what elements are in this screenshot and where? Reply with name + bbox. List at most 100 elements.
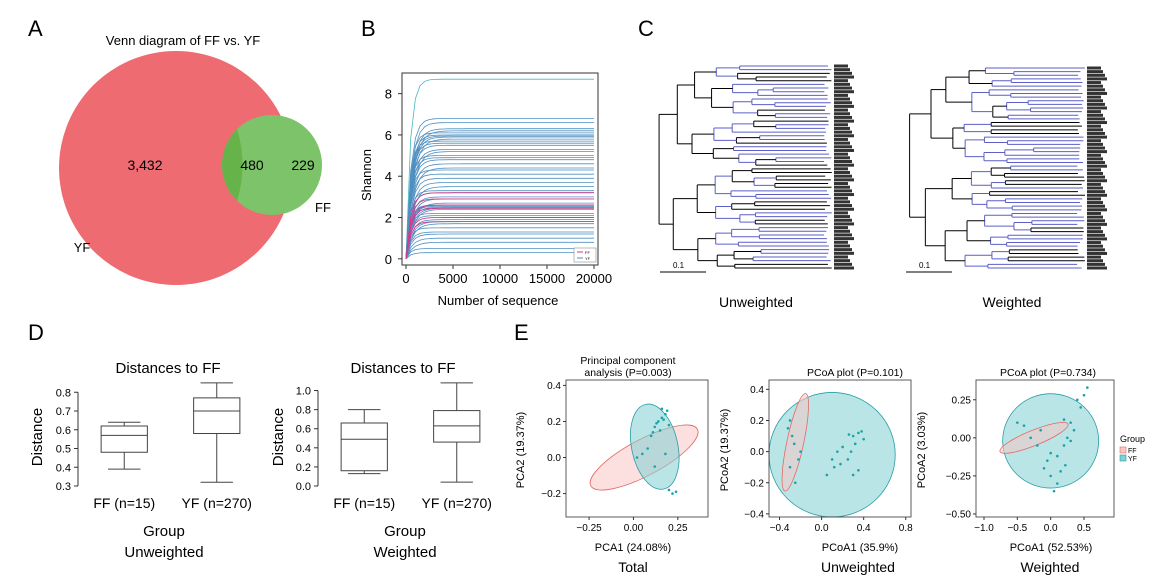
box2-title: Distances to FF: [350, 360, 455, 377]
box-iqr: [100, 425, 148, 453]
y-tick-label: 0.3: [56, 481, 71, 493]
rarefaction-curve: [405, 241, 594, 259]
pcoa1-title: PCoA plot (P=0.101): [807, 367, 903, 379]
y-tick-label: 0.8: [56, 387, 71, 399]
tree-leaf-label: [1087, 99, 1103, 103]
sample-point: [653, 465, 657, 468]
pcoa2-xlabel: PCoA1 (52.53%): [1010, 542, 1093, 554]
venn-intersection-count: 480: [240, 157, 264, 173]
tree-leaf-label: [834, 104, 854, 108]
rarefaction-curve-ff: [405, 198, 594, 259]
tree-leaf-label: [834, 101, 852, 105]
sample-point: [665, 409, 669, 412]
y-tick-label: 0.7: [56, 406, 71, 418]
tree-leaf-label: [1087, 88, 1105, 92]
sample-point: [1056, 482, 1059, 485]
x-tick-label: 0.8: [899, 523, 913, 534]
tree-leaf-label: [1087, 201, 1103, 205]
ellipse-ff: [781, 393, 809, 492]
y-tick-label: 0.25: [952, 395, 972, 406]
tree-leaf-label: [1087, 161, 1105, 165]
sample-point: [851, 473, 855, 477]
tree-leaf-label: [1087, 251, 1107, 255]
x-tick-label: 0: [402, 271, 409, 286]
rarefaction-curve: [405, 252, 594, 260]
y-tick-label: −0.4: [744, 509, 764, 520]
sample-point: [832, 465, 836, 469]
y-tick-label: 0.6: [56, 425, 71, 437]
y-tick-label: 0.8: [296, 405, 311, 417]
sample-point: [1036, 444, 1039, 447]
tree-leaf-label: [834, 189, 852, 193]
rarefaction-curve-ff: [405, 221, 594, 259]
sample-point: [674, 490, 678, 494]
tree-leaf-label: [834, 215, 850, 219]
rarefaction-curve: [405, 233, 594, 259]
y-tick-label: 8: [385, 87, 392, 102]
tree-leaf-label: [1087, 128, 1103, 132]
sample-point: [649, 434, 653, 438]
sample-point: [793, 481, 797, 485]
sample-point: [830, 458, 834, 461]
rarefaction-curve: [405, 190, 594, 259]
sample-point: [1072, 428, 1076, 432]
tree-leaf-label: [1087, 186, 1103, 190]
tree-leaf-label: [834, 174, 852, 178]
sample-point: [671, 492, 674, 495]
tree-leaf-label: [1087, 102, 1105, 106]
tree-leaf-label: [1087, 204, 1105, 208]
sample-point: [786, 426, 790, 430]
tree-leaf-label: [834, 211, 848, 215]
tree-leaf-label: [834, 207, 854, 211]
rarefaction-curve: [405, 215, 594, 259]
tree-leaf-label: [1087, 142, 1103, 146]
rarefaction-curve: [405, 78, 594, 259]
sample-point: [792, 442, 796, 446]
sample-point: [851, 434, 855, 438]
box-iqr: [340, 422, 388, 472]
tree-leaf-label: [1087, 248, 1105, 252]
pcoa1-caption: Unweighted: [821, 559, 895, 575]
rarefaction-curve: [405, 186, 594, 259]
box1-caption: Unweighted: [124, 544, 203, 561]
sample-point: [660, 407, 664, 411]
y-tick-label: 2: [385, 211, 392, 226]
rarefaction-curve: [405, 163, 594, 259]
sample-point: [651, 430, 655, 434]
y-tick-label: −0.2: [744, 478, 764, 489]
tree-leaf-label: [834, 226, 848, 230]
venn-set-ff: [222, 115, 322, 215]
sample-point: [1066, 436, 1069, 440]
tree-leaf-label: [834, 112, 850, 116]
dendrogram-unweighted: 0.1 Unweighted: [658, 64, 854, 310]
sample-point: [825, 473, 829, 477]
tree-leaf-label: [1087, 84, 1103, 88]
tree-leaf-label: [1087, 211, 1101, 215]
tree-leaf-label: [1087, 190, 1105, 194]
tree-leaf-label: [1087, 230, 1103, 234]
x-tick-label: 0.4: [857, 523, 871, 534]
sample-point: [860, 430, 863, 433]
rarefaction-curve: [405, 167, 594, 259]
tree-leaf-label: [1087, 219, 1105, 223]
rarefaction-curve: [405, 223, 594, 259]
y-tick-label: 0.2: [547, 417, 561, 428]
box2-xlabel: Group: [384, 523, 426, 540]
rarefaction-curve: [405, 221, 594, 259]
ellipse-yf: [1002, 393, 1100, 489]
rarefaction-curve: [405, 213, 594, 259]
y-tick-label: −0.2: [541, 489, 561, 500]
rarefaction-curve: [405, 135, 594, 259]
rarefaction-curve: [405, 151, 594, 259]
sample-point: [1062, 444, 1066, 447]
tree-leaf-label: [834, 123, 848, 127]
tree-leaf-label: [1087, 164, 1107, 168]
rarefaction-curve: [405, 208, 594, 259]
rarefaction-curve: [405, 128, 594, 259]
tree-leaf-label: [834, 167, 848, 171]
sample-point: [1046, 459, 1049, 462]
tree-leaf-label: [1087, 193, 1107, 197]
y-tick-label: 0.6: [296, 424, 311, 436]
tree-leaf-label: [1087, 182, 1101, 186]
